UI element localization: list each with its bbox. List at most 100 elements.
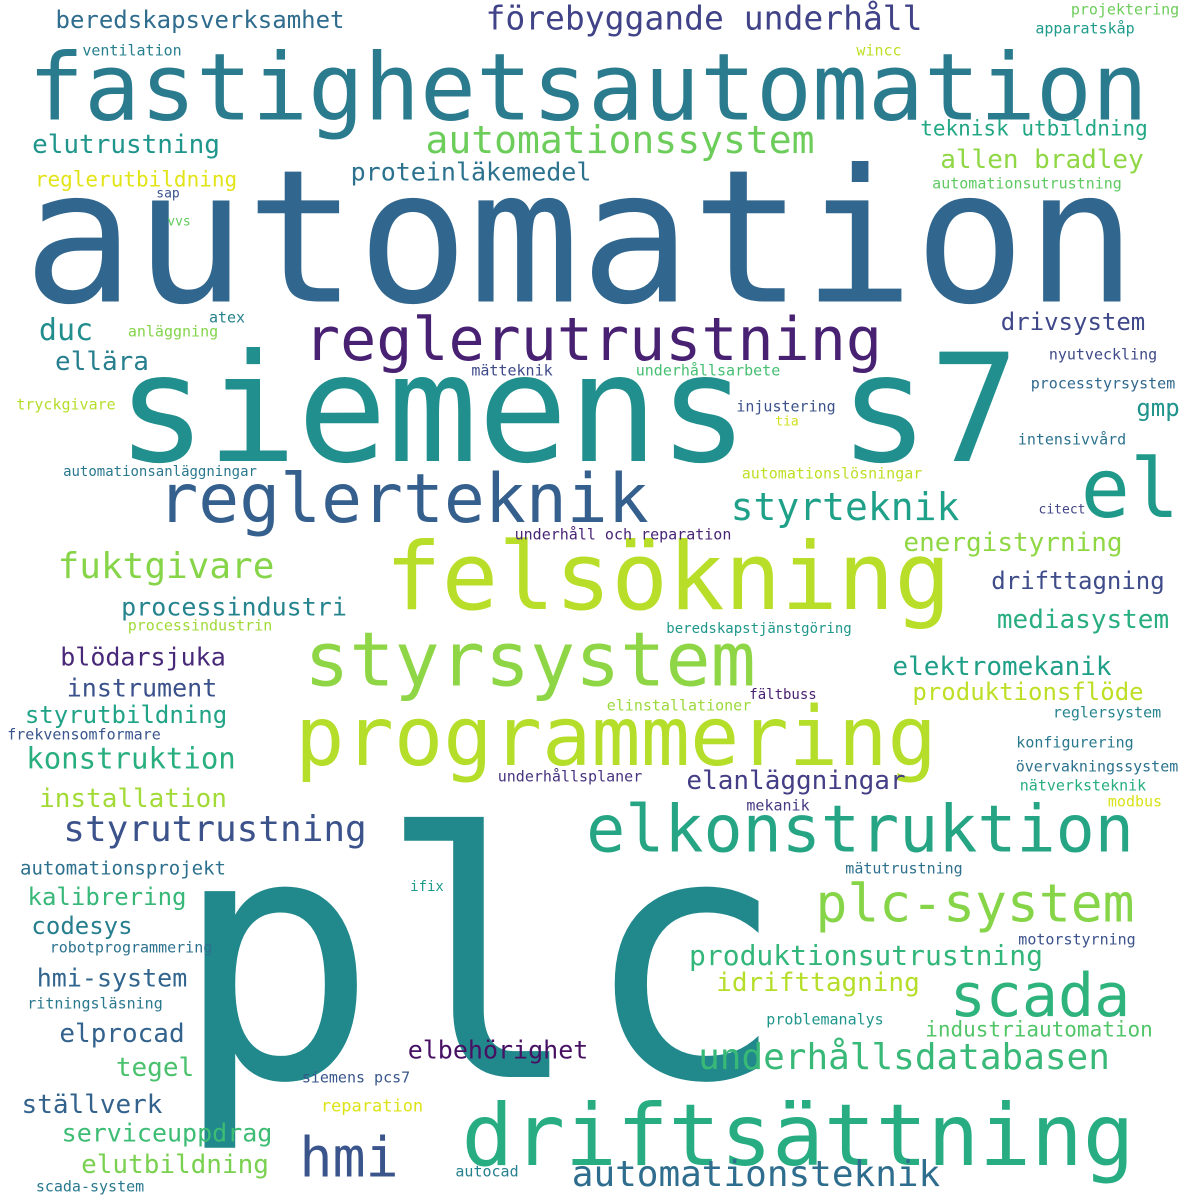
word-elbehorighet: elbehörighet <box>407 1035 589 1065</box>
word-automationsprojekt: automationsprojekt <box>20 857 226 880</box>
word-ritningslasning: ritningsläsning <box>27 994 163 1013</box>
word-elutbildning: elutbildning <box>81 1150 269 1180</box>
word-reparation: reparation <box>320 1096 424 1117</box>
word-styrutrustning: styrutrustning <box>63 809 367 850</box>
word-ventilation: ventilation <box>82 41 182 60</box>
word-hmi: hmi <box>299 1125 399 1190</box>
word-stallverk: ställverk <box>21 1090 163 1120</box>
word-beredskapsverksamhet: beredskapsverksamhet <box>55 6 345 34</box>
word-duc: duc <box>38 313 94 348</box>
word-plc-system: plc-system <box>815 873 1135 935</box>
word-sap: sap <box>156 186 180 202</box>
word-styrsystem: styrsystem <box>304 615 756 704</box>
word-industriautomation: industriautomation <box>925 1017 1153 1042</box>
word-gmp: gmp <box>1136 394 1180 422</box>
word-matutrustning: mätutrustning <box>845 859 963 878</box>
word-underhall-och-reparation: underhåll och reparation <box>514 525 732 544</box>
word-proteinlakemedel: proteinläkemedel <box>350 157 592 187</box>
word-elkonstruktion: elkonstruktion <box>586 792 1134 868</box>
word-energistyrning: energistyrning <box>903 528 1123 558</box>
word-programmering: programmering <box>295 690 937 785</box>
word-underhallsdatabasen: underhållsdatabasen <box>698 1037 1110 1078</box>
word-nyutveckling: nyutveckling <box>1048 345 1158 364</box>
word-elanlaggningar: elanläggningar <box>686 766 906 796</box>
word-automationsutrustning: automationsutrustning <box>932 174 1122 193</box>
word-motorstyrning: motorstyrning <box>1018 930 1136 949</box>
word-faltbuss: fältbuss <box>749 687 817 703</box>
word-apparatskap: apparatskåp <box>1035 19 1135 38</box>
word-konstruktion: konstruktion <box>26 741 236 776</box>
word-scada-system: scada-system <box>35 1177 145 1196</box>
word-tegel: tegel <box>115 1053 195 1083</box>
word-projektering: projektering <box>1070 0 1180 19</box>
word-ellara: ellära <box>55 347 149 377</box>
word-automationssystem: automationssystem <box>425 118 815 162</box>
word-tryckgivare: tryckgivare <box>16 395 116 414</box>
word-problemanalys: problemanalys <box>766 1010 884 1029</box>
word-automation: automation <box>23 129 1137 346</box>
word-elektromekanik: elektromekanik <box>892 652 1112 682</box>
word-underhallsarbete: underhållsarbete <box>635 361 781 380</box>
word-hmi-system: hmi-system <box>36 963 188 993</box>
word-forebyggande-underhall: förebyggande underhåll <box>485 0 923 38</box>
word-reglerutbildning: reglerutbildning <box>34 167 238 192</box>
word-drivsystem: drivsystem <box>1000 308 1146 336</box>
word-overvakningssystem: övervakningssystem <box>1015 757 1179 776</box>
word-reglersystem: reglersystem <box>1052 703 1162 722</box>
word-siemens-s7: siemens s7 <box>116 323 1020 497</box>
word-konfigurering: konfigurering <box>1016 733 1134 752</box>
word-produktionsflode: produktionsflöde <box>912 678 1144 706</box>
word-tia: tia <box>775 414 799 430</box>
word-automationsanlaggningar: automationsanläggningar <box>63 464 257 480</box>
word-styrteknik: styrteknik <box>730 485 960 529</box>
word-fastighetsautomation: fastighetsautomation <box>28 33 1148 142</box>
word-mekanik: mekanik <box>746 796 810 815</box>
word-allen-bradley: allen bradley <box>940 145 1144 175</box>
word-elprocad: elprocad <box>59 1019 185 1049</box>
word-matteknik: mätteknik <box>471 361 553 380</box>
word-processtyrsystem: processtyrsystem <box>1030 374 1176 393</box>
word-siemens-pcs7: siemens pcs7 <box>301 1068 411 1087</box>
word-instrument: instrument <box>66 673 218 703</box>
word-processindustrin: processindustrin <box>127 616 273 635</box>
word-frekvensomformare: frekvensomformare <box>7 725 161 744</box>
word-automationsteknik: automationsteknik <box>571 1154 941 1195</box>
word-codesys: codesys <box>31 912 133 940</box>
word-natverksteknik: nätverksteknik <box>1019 776 1147 795</box>
word-plc: plc <box>172 762 788 1158</box>
word-autocad: autocad <box>455 1162 519 1181</box>
word-beredskapstjanstgoring: beredskapstjänstgöring <box>666 621 852 637</box>
word-felsokning: felsökning <box>385 523 951 632</box>
word-installation: installation <box>39 784 227 814</box>
word-mediasystem: mediasystem <box>996 605 1170 635</box>
word-reglerutrustning: reglerutrustning <box>304 305 882 375</box>
word-driftsattning: driftsättning <box>461 1086 1135 1186</box>
word-idrifttagning: idrifttagning <box>716 968 920 998</box>
word-wincc: wincc <box>856 41 902 60</box>
word-processindustri: processindustri <box>121 592 347 622</box>
word-styrutbildning: styrutbildning <box>24 701 228 729</box>
word-citect: citect <box>1038 502 1086 518</box>
word-anlaggning: anläggning <box>127 322 219 341</box>
word-serviceuppdrag: serviceuppdrag <box>61 1118 273 1148</box>
word-kalibrering: kalibrering <box>27 883 187 911</box>
word-ifix: ifix <box>410 879 444 895</box>
word-scada: scada <box>949 961 1131 1031</box>
word-blodarsjuka: blödarsjuka <box>60 642 226 672</box>
word-automationslosningar: automationslösningar <box>741 464 923 483</box>
word-underhallsplaner: underhållsplaner <box>497 767 643 786</box>
word-atex: atex <box>208 308 246 327</box>
word-fuktgivare: fuktgivare <box>57 546 275 587</box>
word-elutrustning: elutrustning <box>32 130 220 160</box>
word-vvs: vvs <box>167 214 191 230</box>
word-elinstallationer: elinstallationer <box>606 696 752 715</box>
word-modbus: modbus <box>1107 792 1163 811</box>
word-produktionsutrustning: produktionsutrustning <box>688 939 1044 972</box>
word-reglerteknik: reglerteknik <box>157 460 649 539</box>
word-intensivvard: intensivvård <box>1017 430 1127 449</box>
word-injustering: injustering <box>736 397 836 416</box>
word-el: el <box>1080 442 1180 537</box>
word-teknisk-utbildning: teknisk utbildning <box>920 116 1148 141</box>
word-robotprogrammering: robotprogrammering <box>49 938 213 957</box>
